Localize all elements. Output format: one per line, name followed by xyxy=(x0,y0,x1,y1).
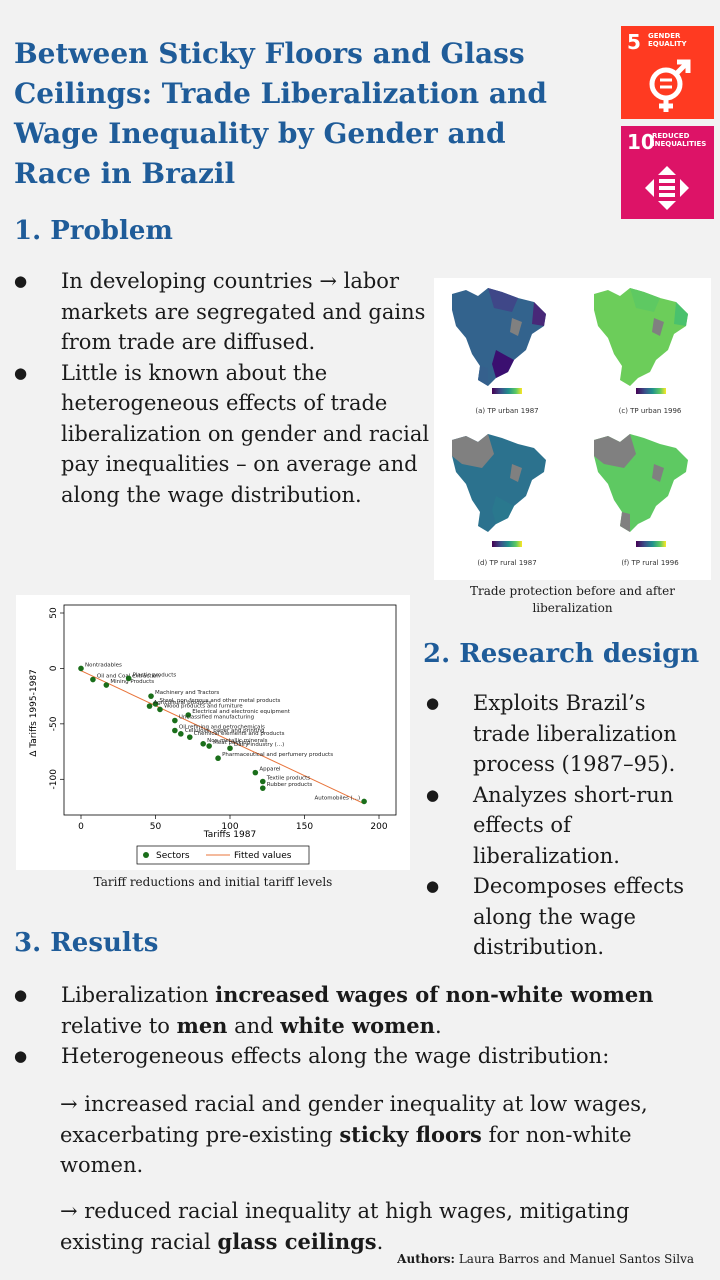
sector-point xyxy=(172,717,178,724)
sector-label: Textile products xyxy=(266,776,310,782)
sector-label: Electrical and electronic equipment xyxy=(192,709,290,715)
sector-label: Dairy industry (...) xyxy=(234,742,284,748)
results-heading: 3. Results xyxy=(14,928,159,958)
sector-label: Automobiles (...) xyxy=(315,795,361,801)
results-bullet: Liberalization increased wages of non-wh… xyxy=(14,980,704,1041)
y-tick-label: -100 xyxy=(49,769,59,790)
gender-equality-icon xyxy=(649,59,691,112)
sector-point xyxy=(200,741,206,747)
problem-bullet: Little is known about the heterogeneous … xyxy=(14,358,434,511)
y-tick-label: 50 xyxy=(49,607,59,619)
map-label: (d) TP rural 1987 xyxy=(477,559,536,567)
design-bullet: Exploits Brazil’s trade liberalization p… xyxy=(426,688,706,780)
maps-caption: Trade protection before and after libera… xyxy=(470,584,675,615)
results-bullet: Heterogeneous effects along the wage dis… xyxy=(14,1041,704,1072)
tariff-scatter-chart: Δ Tariffs 1995-1987 Tariffs 1987 Sectors… xyxy=(29,604,397,865)
sector-point xyxy=(157,706,163,713)
sector-label: Mining Products xyxy=(110,679,154,685)
scatter-caption: Tariff reductions and initial tariff lev… xyxy=(93,875,333,889)
sector-label: Apparel xyxy=(259,767,281,773)
authors-line: Authors: Laura Barros and Manuel Santos … xyxy=(397,1252,694,1266)
sdg5-number: 5 xyxy=(627,30,641,54)
problem-bullet: In developing countries → labor markets … xyxy=(14,266,434,358)
x-axis-label: Tariffs 1987 xyxy=(203,830,256,840)
sector-label: Wood products and furniture xyxy=(164,703,243,709)
map-colorbars xyxy=(492,388,666,547)
map-label: (c) TP urban 1996 xyxy=(619,407,682,415)
sector-point xyxy=(172,727,178,734)
reduced-inequalities-icon xyxy=(645,166,689,210)
plot-area xyxy=(63,604,397,816)
sector-label: Plastic products xyxy=(133,672,177,678)
y-tick-label: 0 xyxy=(49,665,59,671)
design-bullet: Analyzes short-run effects of liberaliza… xyxy=(426,780,706,872)
x-tick-label: 100 xyxy=(221,822,238,832)
x-tick-label: 200 xyxy=(370,822,387,832)
design-list: Exploits Brazil’s trade liberalization p… xyxy=(426,688,706,963)
x-tick-label: 50 xyxy=(150,822,162,832)
results-sub-point: → reduced racial inequality at high wage… xyxy=(60,1199,630,1254)
sdg10-label: REDUCED INEQUALITIES xyxy=(652,132,707,148)
maps-panel: (a) TP urban 1987 (c) TP urban 1996 (d) … xyxy=(434,278,711,580)
map-urban-1987 xyxy=(452,288,546,386)
map-urban-1996 xyxy=(594,288,688,386)
sector-label: Unclassified manufacturing xyxy=(179,715,254,721)
design-bullet: Decomposes effects along the wage distri… xyxy=(426,871,706,963)
sector-label: Pharmaceutical and perfumery products xyxy=(222,752,333,758)
legend-sectors-label: Sectors xyxy=(156,851,190,861)
sdg10-number: 10 xyxy=(627,130,655,154)
sector-label: Rubber products xyxy=(267,782,313,788)
map-rural-1996 xyxy=(594,434,688,532)
sector-label: Cellulose, paper and printing xyxy=(185,728,265,734)
sector-point xyxy=(259,785,266,791)
sector-point xyxy=(206,743,212,749)
sector-point xyxy=(185,712,192,718)
problem-heading: 1. Problem xyxy=(14,216,173,246)
map-rural-1987 xyxy=(452,434,546,532)
sector-point xyxy=(125,675,132,682)
sector-point xyxy=(361,798,367,805)
sector-point xyxy=(146,703,153,709)
map-label: (f) TP rural 1996 xyxy=(621,559,679,567)
sector-point xyxy=(259,778,266,785)
results-sub-point: → increased racial and gender inequality… xyxy=(60,1092,648,1177)
sector-label: Chemical elements and products xyxy=(194,731,285,737)
scatter-panel: Δ Tariffs 1995-1987 Tariffs 1987 Sectors… xyxy=(16,595,410,870)
sdg5-badge: 5 GENDER EQUALITY xyxy=(621,26,714,119)
sector-label: Nontradables xyxy=(85,662,122,668)
sector-point xyxy=(152,701,159,707)
x-tick-label: 150 xyxy=(296,822,313,832)
y-tick-label: -50 xyxy=(49,716,59,731)
sector-point xyxy=(103,682,110,688)
y-axis-label: Δ Tariffs 1995-1987 xyxy=(29,669,39,757)
results-list: Liberalization increased wages of non-wh… xyxy=(14,980,704,1072)
fitted-line xyxy=(80,670,365,805)
map-label: (a) TP urban 1987 xyxy=(475,407,538,415)
sector-label: Machinery and Tractors xyxy=(155,690,219,696)
sector-point xyxy=(215,755,221,762)
sector-point xyxy=(186,734,193,740)
sector-point xyxy=(227,745,233,752)
poster-title: Between Sticky Floors and Glass Ceilings… xyxy=(14,37,547,190)
sector-point xyxy=(90,676,96,683)
trade-protection-maps: (a) TP urban 1987 (c) TP urban 1996 (d) … xyxy=(452,288,688,567)
legend-sector-marker xyxy=(143,852,149,858)
sector-label: Oil refining and petrochemicals xyxy=(179,725,265,731)
x-tick-label: 0 xyxy=(78,822,84,832)
sector-label: Agricultural products xyxy=(154,700,212,706)
sector-point xyxy=(148,693,154,699)
sdg5-label: GENDER EQUALITY xyxy=(648,32,687,48)
legend-fit-label: Fitted values xyxy=(234,851,292,861)
sector-point xyxy=(78,665,84,672)
sector-label: Meat packing xyxy=(213,740,250,746)
design-heading: 2. Research design xyxy=(423,639,700,669)
sector-label: Steel, non-ferrous and other metal produ… xyxy=(160,698,281,704)
sector-point xyxy=(178,731,184,737)
sector-label: Non-metallic minerals xyxy=(207,738,267,744)
sector-point xyxy=(252,769,259,776)
sdg10-badge: 10 REDUCED INEQUALITIES xyxy=(621,126,714,219)
problem-list: In developing countries → labor markets … xyxy=(14,266,434,510)
